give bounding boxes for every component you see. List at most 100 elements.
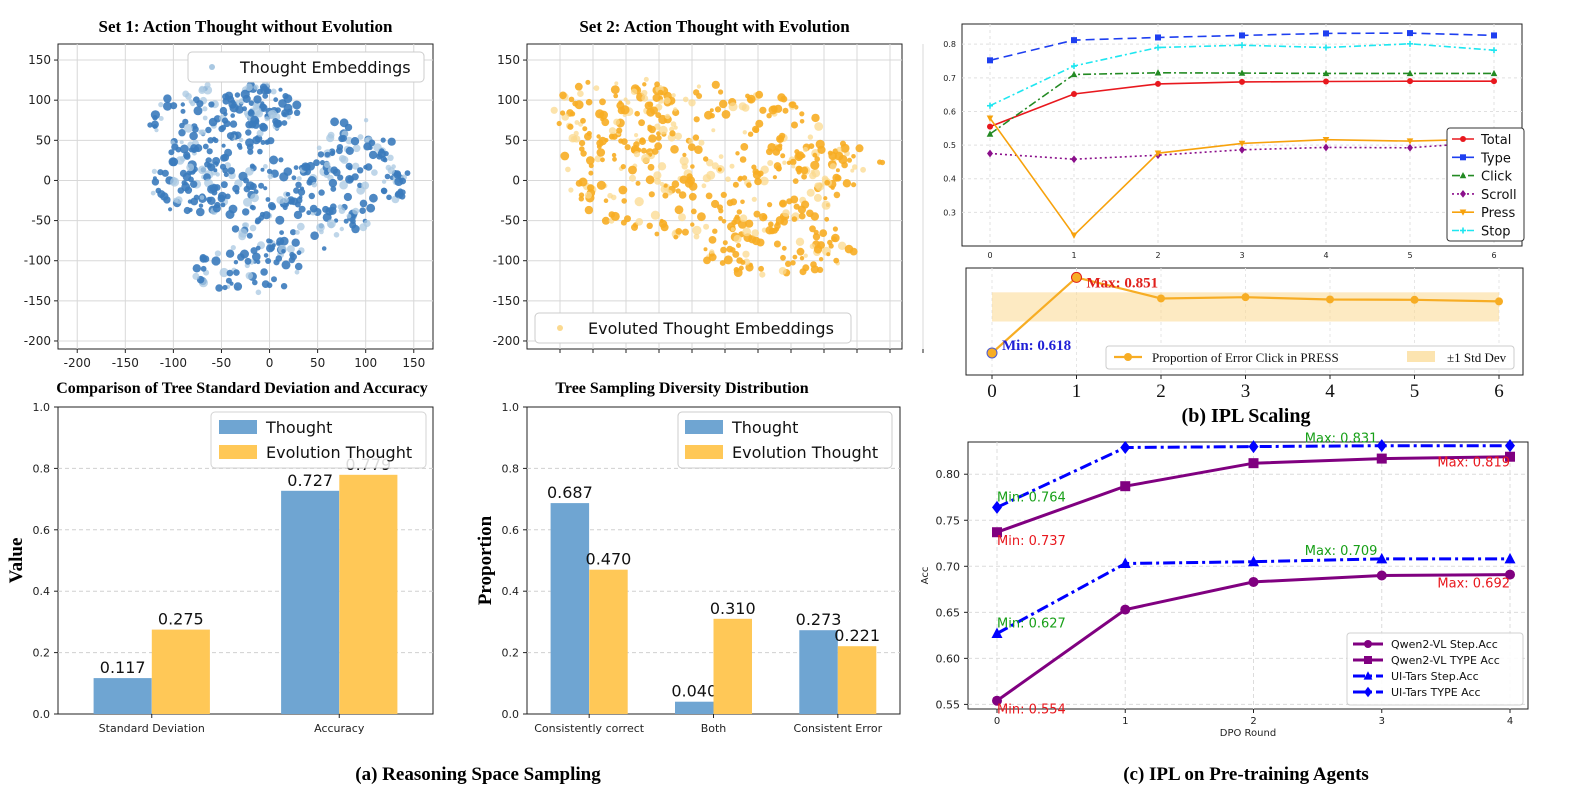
scatter-point [809,243,816,250]
scatter-point [815,182,825,191]
scatter-point [226,132,235,140]
series-marker [1505,439,1515,453]
scatter-point [674,132,682,140]
x-tick-label: -50 [212,356,232,370]
y-axis-label: Value [6,538,27,584]
scatter-point [737,219,747,229]
scatter-point [313,159,320,167]
scatter-point [295,230,300,235]
x-tick-label: 100 [354,356,377,370]
scatter-point [705,192,713,200]
scatter-point [698,139,705,146]
scatter-point [207,163,212,168]
scatter-point [336,144,344,151]
legend-marker [1460,154,1466,161]
scatter-point [366,203,376,213]
scatter-point [814,122,824,131]
series-marker [1070,70,1078,78]
scatter-point [747,97,754,103]
scatter-point [603,198,609,203]
scatter-point [851,154,856,159]
series-marker [992,527,1002,538]
y-tick-label: 0.2 [33,647,51,660]
scatter-point [813,245,823,254]
scatter-point [658,125,668,135]
scatter-point [233,282,243,291]
scatter-point [278,157,284,163]
series-marker [1505,569,1515,580]
scatter-point [345,146,354,155]
scatter-point [248,100,255,106]
scatter-point [273,97,279,103]
bar [713,618,752,714]
scatter-point [397,188,404,194]
scatter-point [654,123,661,130]
scatter-point [633,141,640,148]
scatter-point [670,145,679,154]
scatter-point [253,84,259,90]
scatter-point [754,177,762,186]
scatter-point [222,284,228,291]
series-marker [1407,143,1413,152]
scatter-point [610,211,620,221]
scatter-point [730,227,735,232]
y-tick-label: 0.5 [943,141,956,150]
series-marker [987,57,993,64]
scatter-point [800,166,809,175]
y-tick-label: 0.6 [502,524,520,537]
scatter-point [740,259,746,265]
scatter-point [179,140,184,145]
legend-swatch [685,445,723,459]
scatter-point [233,260,239,265]
series-marker [1376,453,1387,464]
scatter-point [265,258,272,264]
legend-box [187,51,425,83]
scatter-point [276,196,285,205]
y-tick-label: 0.2 [502,647,520,660]
scatter-point [613,118,620,126]
scatter-point [183,151,191,159]
y-tick-label: -100 [493,254,520,268]
scatter-point [208,117,218,127]
scatter-point [806,188,815,197]
y-tick-label: 0.3 [943,208,956,217]
scatter-point [844,244,854,254]
scatter-point [296,176,302,182]
y-tick-label: 0.8 [33,462,51,475]
scatter-point [359,199,368,208]
series-marker [991,627,1003,639]
scatter-point [790,260,796,266]
scatter-point [363,137,370,144]
caption-c: (c) IPL on Pre-training Agents [1123,764,1369,785]
scatter-point [762,214,768,220]
series-marker [1239,145,1245,154]
scatter-point [701,183,707,189]
scatter-point [339,180,348,190]
x-tick-label: Standard Deviation [99,722,205,735]
scatter-point [728,102,738,112]
y-tick-label: 0.4 [33,585,51,598]
scatter-point [802,264,810,272]
scatter-point [756,238,765,247]
scatter-point [855,144,864,153]
scatter-point [711,128,716,133]
legend-marker [1364,686,1372,698]
scatter-point [633,151,641,158]
scatter-point [215,172,220,177]
scatter-point [708,236,717,244]
scatter-point [371,169,378,176]
scatter-point [380,137,386,143]
scatter-point [709,113,715,119]
scatter-point [681,163,688,170]
scatter-point [796,247,805,256]
scatter-point [807,134,814,140]
scatter-point [651,148,659,155]
scatter-point [368,150,378,160]
scatter-point [657,162,667,171]
scatter-point [634,133,639,138]
scatter-point [608,127,617,135]
scatter-point [232,184,240,193]
scatter-point [850,168,855,173]
series-marker [1505,451,1515,462]
x-tick-label: 3 [1239,251,1244,260]
